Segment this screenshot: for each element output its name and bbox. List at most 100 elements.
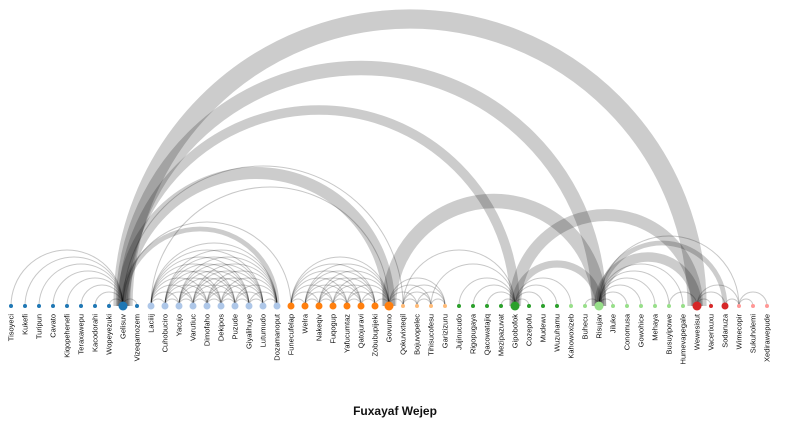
link-arc (150, 277, 208, 307)
link-arc (178, 277, 236, 307)
link-arc (416, 298, 432, 307)
node-label: Humevapegale (679, 314, 688, 364)
node-label: Buhecu (581, 314, 590, 339)
link-arc (192, 291, 222, 307)
node-wewesisut (692, 301, 702, 311)
node-sukuholemi (751, 304, 755, 308)
node-label: Vacerixuxu (707, 314, 716, 351)
node-label: Teraxawepu (77, 314, 86, 354)
node-zobubupijeki (371, 302, 379, 310)
node-vizeqamozem (135, 304, 139, 308)
link-arc (304, 263, 390, 307)
node-buhecu (583, 304, 587, 308)
link-arc (598, 291, 628, 307)
link-arc (80, 284, 124, 307)
link-arc (332, 291, 362, 307)
link-arc (150, 186, 390, 307)
node-kahowoxizeb (569, 304, 573, 308)
node-label: Mehaya (651, 313, 660, 341)
link-arc (164, 256, 264, 307)
link-arc (150, 263, 236, 307)
node-label: Kacodorahi (91, 314, 100, 352)
link-arc (598, 270, 670, 307)
node-qokuvixteqil (401, 304, 405, 308)
link-arc (598, 263, 684, 307)
node-label: Xedirawepude (763, 314, 772, 362)
link-arc (290, 256, 390, 307)
link-arc (164, 270, 236, 307)
link-arc (192, 270, 264, 307)
node-laciiij (147, 302, 155, 310)
node-label: Wimecopir (735, 313, 744, 349)
link-arc (164, 284, 208, 307)
link-arc (402, 291, 432, 307)
link-arc (115, 60, 607, 307)
node-govumo (384, 301, 394, 311)
link-arc (220, 284, 264, 307)
link-arc (598, 235, 740, 307)
node-gowohice (639, 304, 643, 308)
link-arc (178, 291, 208, 307)
link-arc (66, 277, 124, 307)
node-lutumudo (259, 302, 267, 310)
node-label: Dimofaho (203, 314, 212, 346)
node-label: Conomusa (623, 313, 632, 350)
node-varutiuc (189, 302, 197, 310)
link-arc (304, 284, 348, 307)
link-arc (113, 9, 707, 307)
node-vacerixuxu (709, 304, 713, 308)
node-label: Risujav (595, 314, 604, 339)
node-label: Vizeqamozem (133, 314, 142, 361)
node-jujinucudo (457, 304, 461, 308)
link-arc (472, 284, 516, 307)
link-arc (290, 284, 334, 307)
node-rigopugaya (471, 304, 475, 308)
link-arc (52, 270, 124, 307)
link-arc (430, 298, 446, 307)
node-conomusa (625, 304, 629, 308)
node-label: Welra (301, 313, 310, 333)
link-arc (346, 284, 390, 307)
link-arc (164, 291, 194, 307)
link-arc (486, 291, 516, 307)
link-arc (598, 284, 642, 307)
node-label: Yacujo (175, 314, 184, 336)
node-kukefi (23, 304, 27, 308)
link-arc (206, 277, 264, 307)
node-markers (9, 301, 769, 311)
link-arc (304, 270, 376, 307)
node-label: Tisoyeci (7, 314, 16, 342)
link-arc (696, 284, 740, 307)
node-label: Nakeqiv (315, 314, 324, 341)
link-arc (150, 284, 194, 307)
link-arc (388, 284, 432, 307)
node-label: Turipun (35, 314, 44, 339)
node-teraxawepu (79, 304, 83, 308)
node-xedirawepude (765, 304, 769, 308)
node-label: Cuhobuciro (161, 314, 170, 352)
node-label: Wuzuhamu (553, 314, 562, 352)
node-label: Busuyipowe (665, 314, 674, 354)
link-arc (164, 263, 250, 307)
link-arc (514, 291, 544, 307)
node-label: Qatojuravi (357, 314, 366, 349)
link-arc (594, 252, 702, 307)
node-label: Rigopugaya (469, 313, 478, 354)
node-label: Giyalihuye (245, 314, 254, 349)
link-arc (192, 263, 278, 307)
node-labels: Tisoyeci Kukefi Turipun Cavato Kiqopehenefi T… (7, 313, 772, 364)
node-label: Mudewu (539, 314, 548, 342)
link-arc (248, 291, 278, 307)
link-arc (388, 291, 418, 307)
node-label: Lutumudo (259, 314, 268, 347)
node-bojuvopelec (415, 304, 419, 308)
node-label: Zobubupijeki (371, 314, 380, 357)
node-dozamanoput (273, 302, 281, 310)
link-arc (94, 291, 124, 307)
link-arc (150, 270, 222, 307)
node-label: Sukuholemi (749, 314, 758, 354)
node-jiluke (611, 304, 615, 308)
link-arc (206, 270, 278, 307)
node-label: Fuqogup (329, 314, 338, 344)
